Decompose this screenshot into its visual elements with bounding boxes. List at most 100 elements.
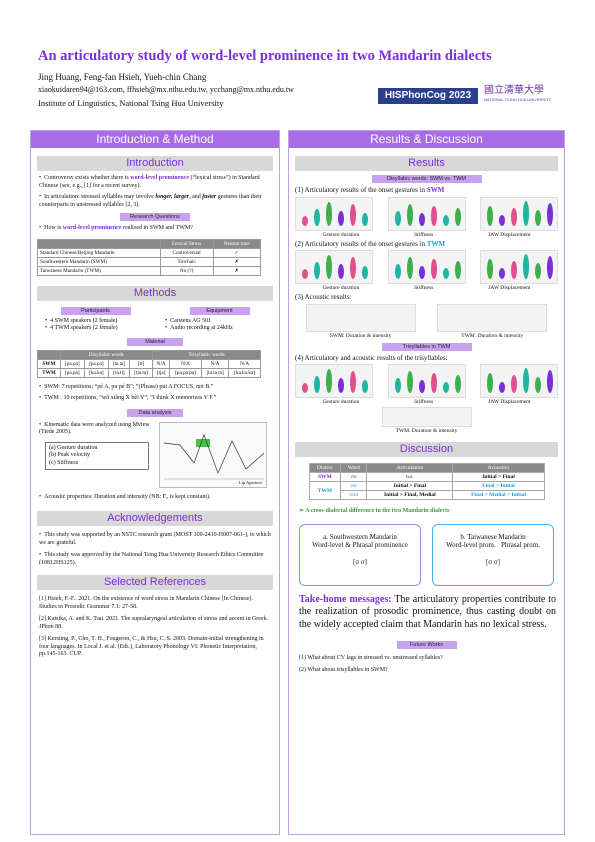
analysis-measure: (c) Stiffness [49, 459, 79, 466]
acoustic-plot-swm [305, 303, 416, 332]
lex-cell: Taiwanese Mandarin (TWM) [37, 265, 161, 276]
violin-shape [394, 264, 401, 280]
violin-shape [511, 375, 517, 394]
violin-shape [314, 208, 320, 226]
rq-text-end: realized in SWM and TWM? [121, 225, 193, 231]
disc-cell: Initial > Final [452, 472, 545, 483]
mat-cell: [ta.ta] [107, 358, 131, 369]
material-bullet-2: TWM : 10 repetitions, “wǒ xiǎng X bèi Y”… [39, 395, 271, 403]
nthu-logo: 國立清華大學 NATIONAL TSING HUA UNIVERSITY [484, 84, 564, 108]
research-questions-tag: Research Questions [120, 213, 190, 221]
disc-cell: SWM [308, 472, 342, 483]
disc-cell: σσσ [340, 490, 368, 501]
swm-plots [295, 196, 558, 231]
table-row: Southwestern Mandarin (SWM) Trochaic ✗ [37, 256, 262, 267]
equipment-item: Carstens AG 501 [165, 318, 233, 326]
plot-caption: SWM: Duration & intensity [329, 332, 392, 339]
swm-box: a. Southwestern Mandarin Word-level & Ph… [299, 523, 421, 586]
mat-header: Trisyllabic words [152, 349, 261, 360]
reference-item: [1] Hsieh, F.-F.. 2021. On the existence… [39, 596, 253, 610]
violin-shape [362, 266, 368, 280]
equipment-text: Audio recording at 24kHz [170, 325, 233, 331]
intro-method-band: Introduction & Method [31, 131, 279, 148]
rq-emphasis: word-level prominence [62, 225, 122, 231]
acoustic-plots [295, 303, 558, 332]
mat-cell: [ta.ta.ta] [200, 367, 230, 378]
disc-header: Word [340, 463, 368, 474]
mat-cell: [pa.pa] [59, 358, 85, 369]
material-tag: Material [127, 337, 183, 346]
participant-item: 4 SWM speakers (2 female) [45, 318, 165, 326]
violin-shape [314, 376, 320, 394]
violin-shape [338, 378, 344, 394]
table-row: SWM [pa.pa] [pa.pa] [ta.ta] [tt] N/A N/A… [37, 358, 261, 369]
plot-caption: JAW Displacement [488, 399, 531, 406]
violin-shape [418, 212, 425, 226]
intro-b2-em1: longer, larger [155, 194, 190, 200]
violin-shape [535, 209, 541, 226]
lex-cell: No (?) [159, 265, 214, 276]
violin-shape [302, 383, 308, 394]
tri-plots [295, 364, 558, 399]
analysis-bullet-2: Acoustic properties: Duration and intens… [39, 494, 271, 502]
lex-cell: Controversial [159, 247, 214, 258]
violin-shape [535, 377, 541, 394]
table-row: Taiwanese Mandarin (TWM) No (?) ✗ [37, 265, 262, 276]
mat-b1-text: SWM: 7 repetitions; “pé A, pu pé B”; “(P… [44, 383, 214, 390]
plot-caption: Stiffness [414, 285, 434, 292]
ack-bullet-1: This study was supported by an NSTC rese… [39, 532, 271, 547]
lex-header: Neutral tone [212, 238, 262, 249]
take-home-text: The articulatory properties contribute t… [299, 593, 556, 630]
violin-shape [442, 268, 449, 280]
left-column: Introduction & Method Introduction Contr… [30, 130, 280, 835]
mat-cell: N/A [152, 358, 171, 369]
trisyllables-tag: Trisyllables in TWM [381, 342, 472, 351]
institution: Institute of Linguistics, National Tsing… [38, 98, 224, 108]
violin-shape [350, 203, 356, 226]
twm-box-sigma: [σ σ] [486, 558, 500, 567]
lex-header: Lexical Stress [159, 238, 214, 249]
violin-shape [454, 375, 461, 394]
acoustic-captions: SWM: Duration & intensity TWM: Duration … [295, 333, 558, 339]
method-tags: Participants Equipment [31, 306, 279, 315]
mat-b2-text: TWM : 10 repetitions, “wǒ xiǎng X bèi Y”… [44, 395, 217, 401]
lex-cell: ✗ [212, 265, 262, 276]
violin-plot-thumbnail [480, 196, 558, 231]
take-home-label: Take-home messages: [299, 593, 392, 605]
mat-cell: [ka.ka] [83, 367, 109, 378]
analysis-measure: (b) Peak velocity [49, 452, 90, 458]
kinematic-trace-figure: Lip Aperture [159, 421, 267, 488]
violin-plot-thumbnail [295, 196, 373, 231]
violin-plot-thumbnail [480, 250, 558, 285]
analysis-bullet-1: Kinematic data were analyzed using Mview… [39, 422, 159, 437]
analysis-measures-box: (a) Gesture duration (b) Peak velocity (… [45, 441, 149, 470]
violin-shape [394, 210, 401, 226]
plot-caption: Stiffness [414, 231, 434, 238]
violin-plot-thumbnail [295, 364, 373, 399]
violin-plot-thumbnail [387, 250, 466, 285]
tri-captions: Gesture duration Stiffness JAW Displacem… [295, 399, 558, 405]
violin-shape [454, 261, 461, 280]
mat-cell: TWM [37, 367, 61, 378]
violin-plot-thumbnail [387, 196, 466, 231]
mat-cell: [tja] [152, 367, 171, 378]
violin-shape [499, 214, 505, 226]
disc-cell: σσ [340, 472, 368, 483]
violin-shape [547, 202, 553, 226]
cross-dialect-note: ➢ A cross-dialectal difference in the tw… [299, 508, 554, 516]
disc-cell: Initial > Final [366, 481, 454, 492]
violin-shape [547, 370, 553, 394]
trace-line [163, 433, 265, 474]
equipment-item: Audio recording at 24kHz [165, 325, 233, 333]
intro-b1-text-end: (“lexical stress”) in Standard Chinese (… [39, 175, 260, 189]
reference-item: [2] Katsika, A. and K. Tsai. 2021. The s… [39, 616, 269, 630]
violin-shape [406, 203, 413, 226]
data-analysis-tag: Data analysis [127, 408, 183, 417]
poster-title: An articulatory study of word-level prom… [38, 48, 492, 64]
violin-shape [442, 214, 449, 226]
mat-cell: [tja.ta] [129, 367, 154, 378]
violin-shape [511, 207, 517, 226]
table-row: TWM σσ Initial > Final Final > Initial [308, 481, 545, 501]
result-2-heading: (2) Articulatory results of the onset ge… [295, 240, 558, 249]
ack-b1-text: This study was supported by an NSTC rese… [39, 532, 271, 546]
